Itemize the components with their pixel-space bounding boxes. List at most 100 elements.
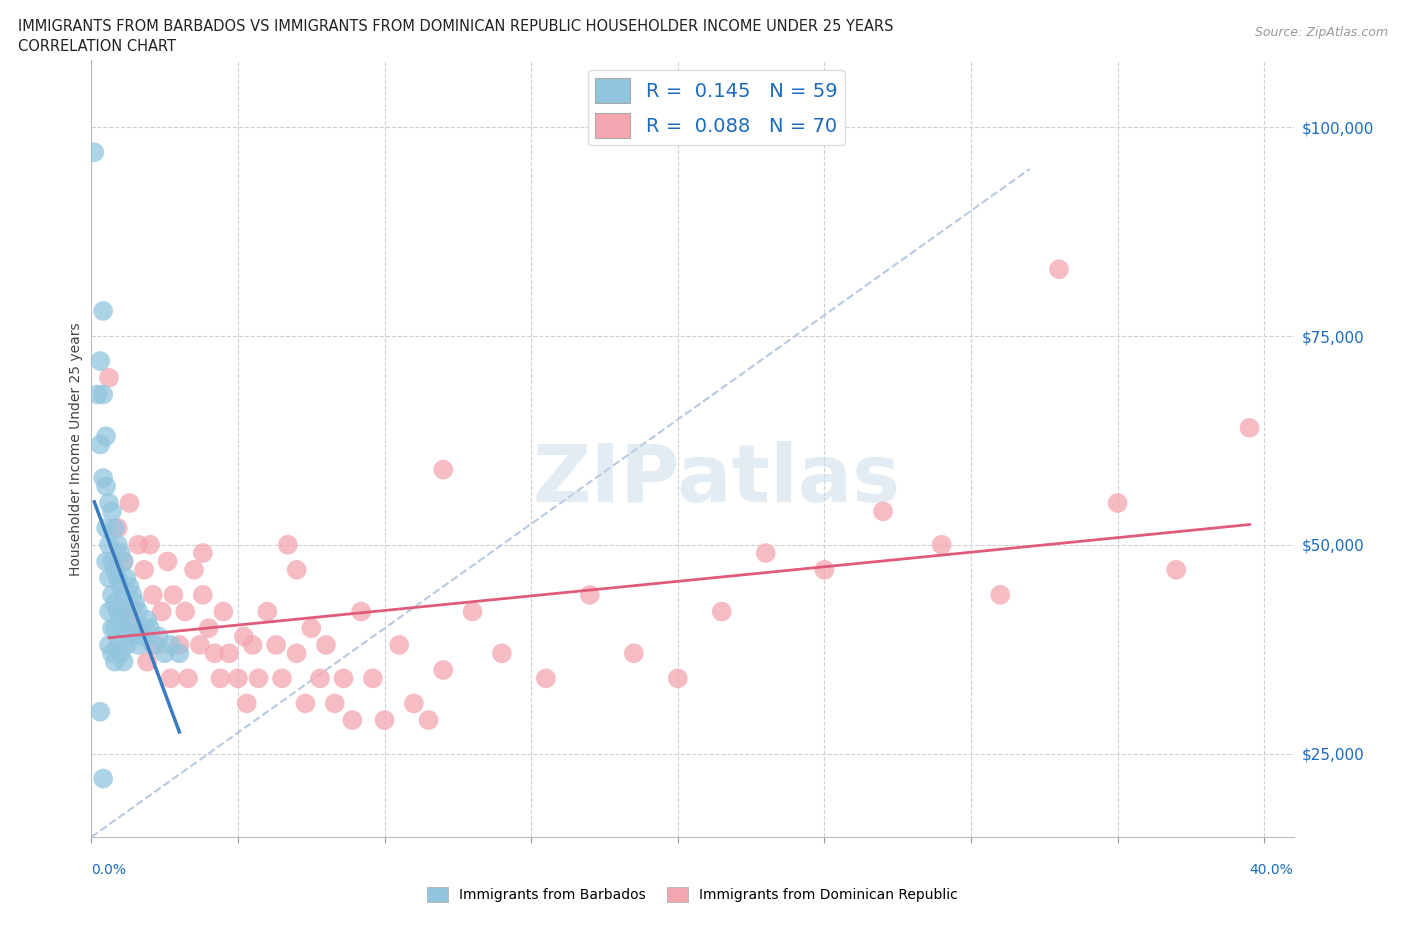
- Point: [145, 637, 167, 652]
- Point: [89, 704, 111, 719]
- Point: [162, 588, 184, 603]
- Point: [148, 630, 170, 644]
- Point: [104, 521, 127, 536]
- Point: [98, 637, 121, 652]
- Point: [294, 696, 316, 711]
- Point: [101, 621, 124, 636]
- Point: [127, 621, 149, 636]
- Point: [94, 479, 117, 494]
- Point: [142, 637, 165, 652]
- Text: CORRELATION CHART: CORRELATION CHART: [18, 39, 176, 54]
- Point: [134, 630, 156, 644]
- Point: [299, 621, 322, 636]
- Point: [118, 621, 141, 636]
- Point: [271, 671, 294, 685]
- Point: [212, 604, 235, 619]
- Point: [159, 671, 181, 685]
- Point: [285, 645, 308, 660]
- Point: [402, 696, 425, 711]
- Point: [1166, 563, 1188, 578]
- Point: [94, 554, 117, 569]
- Point: [121, 604, 143, 619]
- Point: [350, 604, 373, 619]
- Point: [101, 554, 124, 569]
- Point: [107, 637, 129, 652]
- Point: [388, 637, 411, 652]
- Point: [226, 671, 249, 685]
- Point: [332, 671, 354, 685]
- Point: [115, 604, 138, 619]
- Point: [110, 579, 132, 594]
- Point: [931, 538, 953, 552]
- Point: [209, 671, 232, 685]
- Point: [169, 637, 191, 652]
- Point: [139, 621, 162, 636]
- Point: [121, 588, 143, 603]
- Point: [127, 637, 149, 652]
- Point: [1107, 496, 1129, 511]
- Point: [112, 554, 135, 569]
- Text: 40.0%: 40.0%: [1250, 863, 1294, 877]
- Point: [94, 429, 117, 444]
- Point: [710, 604, 733, 619]
- Point: [755, 546, 778, 561]
- Point: [98, 496, 121, 511]
- Point: [174, 604, 197, 619]
- Point: [112, 554, 135, 569]
- Point: [101, 504, 124, 519]
- Point: [110, 613, 132, 628]
- Point: [872, 504, 894, 519]
- Point: [89, 353, 111, 368]
- Point: [432, 462, 454, 477]
- Point: [136, 613, 159, 628]
- Point: [309, 671, 332, 685]
- Point: [136, 654, 159, 669]
- Point: [94, 521, 117, 536]
- Point: [104, 621, 127, 636]
- Point: [98, 604, 121, 619]
- Y-axis label: Householder Income Under 25 years: Householder Income Under 25 years: [69, 322, 83, 576]
- Point: [107, 538, 129, 552]
- Point: [491, 645, 513, 660]
- Point: [150, 604, 173, 619]
- Point: [156, 554, 179, 569]
- Point: [104, 596, 127, 611]
- Point: [218, 645, 240, 660]
- Point: [177, 671, 200, 685]
- Point: [323, 696, 346, 711]
- Point: [127, 538, 149, 552]
- Point: [91, 387, 114, 402]
- Point: [110, 546, 132, 561]
- Point: [91, 303, 114, 318]
- Point: [104, 563, 127, 578]
- Point: [183, 563, 205, 578]
- Point: [315, 637, 337, 652]
- Point: [110, 645, 132, 660]
- Point: [1239, 420, 1261, 435]
- Point: [197, 621, 219, 636]
- Point: [139, 538, 162, 552]
- Point: [623, 645, 645, 660]
- Point: [191, 546, 214, 561]
- Point: [107, 521, 129, 536]
- Point: [121, 630, 143, 644]
- Point: [115, 637, 138, 652]
- Point: [374, 712, 396, 727]
- Point: [124, 596, 146, 611]
- Point: [461, 604, 484, 619]
- Point: [98, 370, 121, 385]
- Point: [115, 571, 138, 586]
- Point: [129, 621, 152, 636]
- Point: [104, 654, 127, 669]
- Text: 0.0%: 0.0%: [91, 863, 127, 877]
- Point: [534, 671, 557, 685]
- Point: [361, 671, 384, 685]
- Point: [342, 712, 364, 727]
- Point: [264, 637, 287, 652]
- Point: [127, 604, 149, 619]
- Point: [118, 579, 141, 594]
- Point: [98, 571, 121, 586]
- Text: ZIPatlas: ZIPatlas: [533, 441, 901, 519]
- Point: [232, 630, 254, 644]
- Point: [242, 637, 264, 652]
